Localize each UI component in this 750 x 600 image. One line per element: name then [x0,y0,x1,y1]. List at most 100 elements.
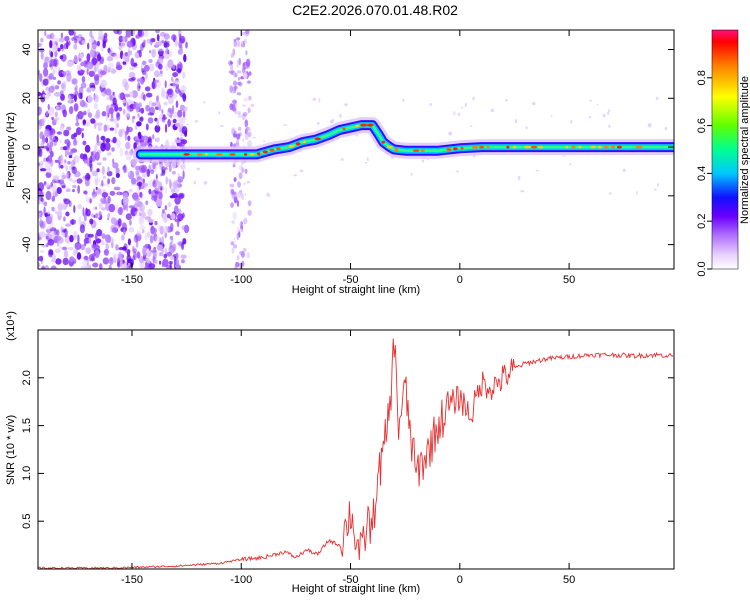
spectrogram-xlabel: Height of straight line (km) [292,284,420,296]
noise-blob [115,244,119,251]
hot-spot [512,145,517,149]
x-tick-label: 50 [563,574,575,586]
hot-spot [565,145,569,149]
noise-blob [66,61,73,68]
noise-blob [44,265,49,269]
noise-blob [131,76,136,81]
noise-blob [161,87,166,94]
noise-blob [149,100,152,107]
noise-blob [72,189,75,193]
noise-blob [90,44,97,49]
noise-blob [66,171,69,180]
noise-blob [39,231,46,238]
x-tick-label: -150 [121,274,143,286]
hot-spot [420,149,425,153]
noise-blob [164,186,167,195]
noise-blob [135,170,140,175]
noise-blob [75,122,80,127]
noise-blob [59,104,66,111]
noise-blob [142,60,147,66]
noise-blob [238,81,242,86]
noise-blob [39,160,44,166]
noise-blob [68,30,74,36]
noise-blob [166,251,172,257]
noise-blob [182,71,186,80]
noise-blob [44,30,47,37]
noise-blob [242,104,246,107]
noise-blob [236,60,239,68]
noise-blob [163,225,169,234]
noise-blob [111,177,116,185]
hot-spot [412,149,420,153]
noise-blob [163,253,168,259]
x-tick-label: -150 [121,574,143,586]
noise-blob [236,255,240,261]
noise-blob [229,183,235,188]
colorbar-label: Normalized spectral amplitude [739,76,750,224]
noise-blob [86,208,91,217]
noise-blob [79,53,84,59]
noise-blob [230,53,234,58]
noise-blob [50,265,57,269]
noise-blob [82,207,85,217]
hot-spot [603,145,609,149]
noise-blob [117,218,122,227]
noise-blob [230,141,233,148]
noise-blob [105,138,111,143]
noise-blob [60,226,63,232]
noise-blob [115,139,121,149]
noise-blob [180,254,187,260]
noise-blob [95,109,101,119]
noise-blob [97,125,102,132]
noise-blob [90,118,96,124]
noise-blob [42,94,45,98]
noise-blob [182,93,187,102]
noise-blob [230,64,234,71]
noise-blob [118,35,124,43]
noise-blob [44,128,51,138]
noise-blob [91,170,99,177]
noise-blob [147,244,151,249]
noise-blob [89,30,93,38]
colorbar-tick-label: 0.2 [696,214,708,229]
noise-blob [49,59,56,67]
hot-spot [590,145,596,149]
noise-blob [68,151,74,155]
noise-blob [115,167,120,175]
noise-blob [93,65,97,73]
noise-blob [174,139,182,143]
noise-blob [38,124,42,130]
noise-blob [60,32,64,39]
noise-blob [426,158,429,161]
y-tick-label: -40 [21,237,33,253]
colorbar-ticks: 0.0 0.2 0.4 0.6 0.8 [696,70,712,277]
noise-blob [94,249,100,259]
noise-blob [429,102,432,107]
hot-spot [183,153,190,156]
noise-blob [230,202,234,208]
noise-blob [45,137,49,144]
noise-blob [108,257,114,266]
noise-blob [182,106,188,112]
noise-blob [236,39,239,48]
noise-blob [58,210,63,217]
noise-blob [175,100,179,108]
noise-blob [312,97,317,101]
noise-blob [146,168,151,178]
noise-blob [182,110,186,119]
noise-blob [76,37,82,42]
noise-blob [77,110,84,120]
noise-blob [96,134,100,144]
noise-blob [86,174,91,180]
noise-blob [175,87,180,94]
noise-blob [99,263,103,269]
noise-blob [138,49,142,58]
noise-blob [243,217,248,225]
noise-blob [67,95,72,103]
noise-blob [83,212,87,222]
noise-blob [141,70,147,75]
hot-spot [276,147,281,151]
noise-blob [59,55,64,60]
noise-blob [49,227,57,232]
noise-blob [229,61,233,65]
